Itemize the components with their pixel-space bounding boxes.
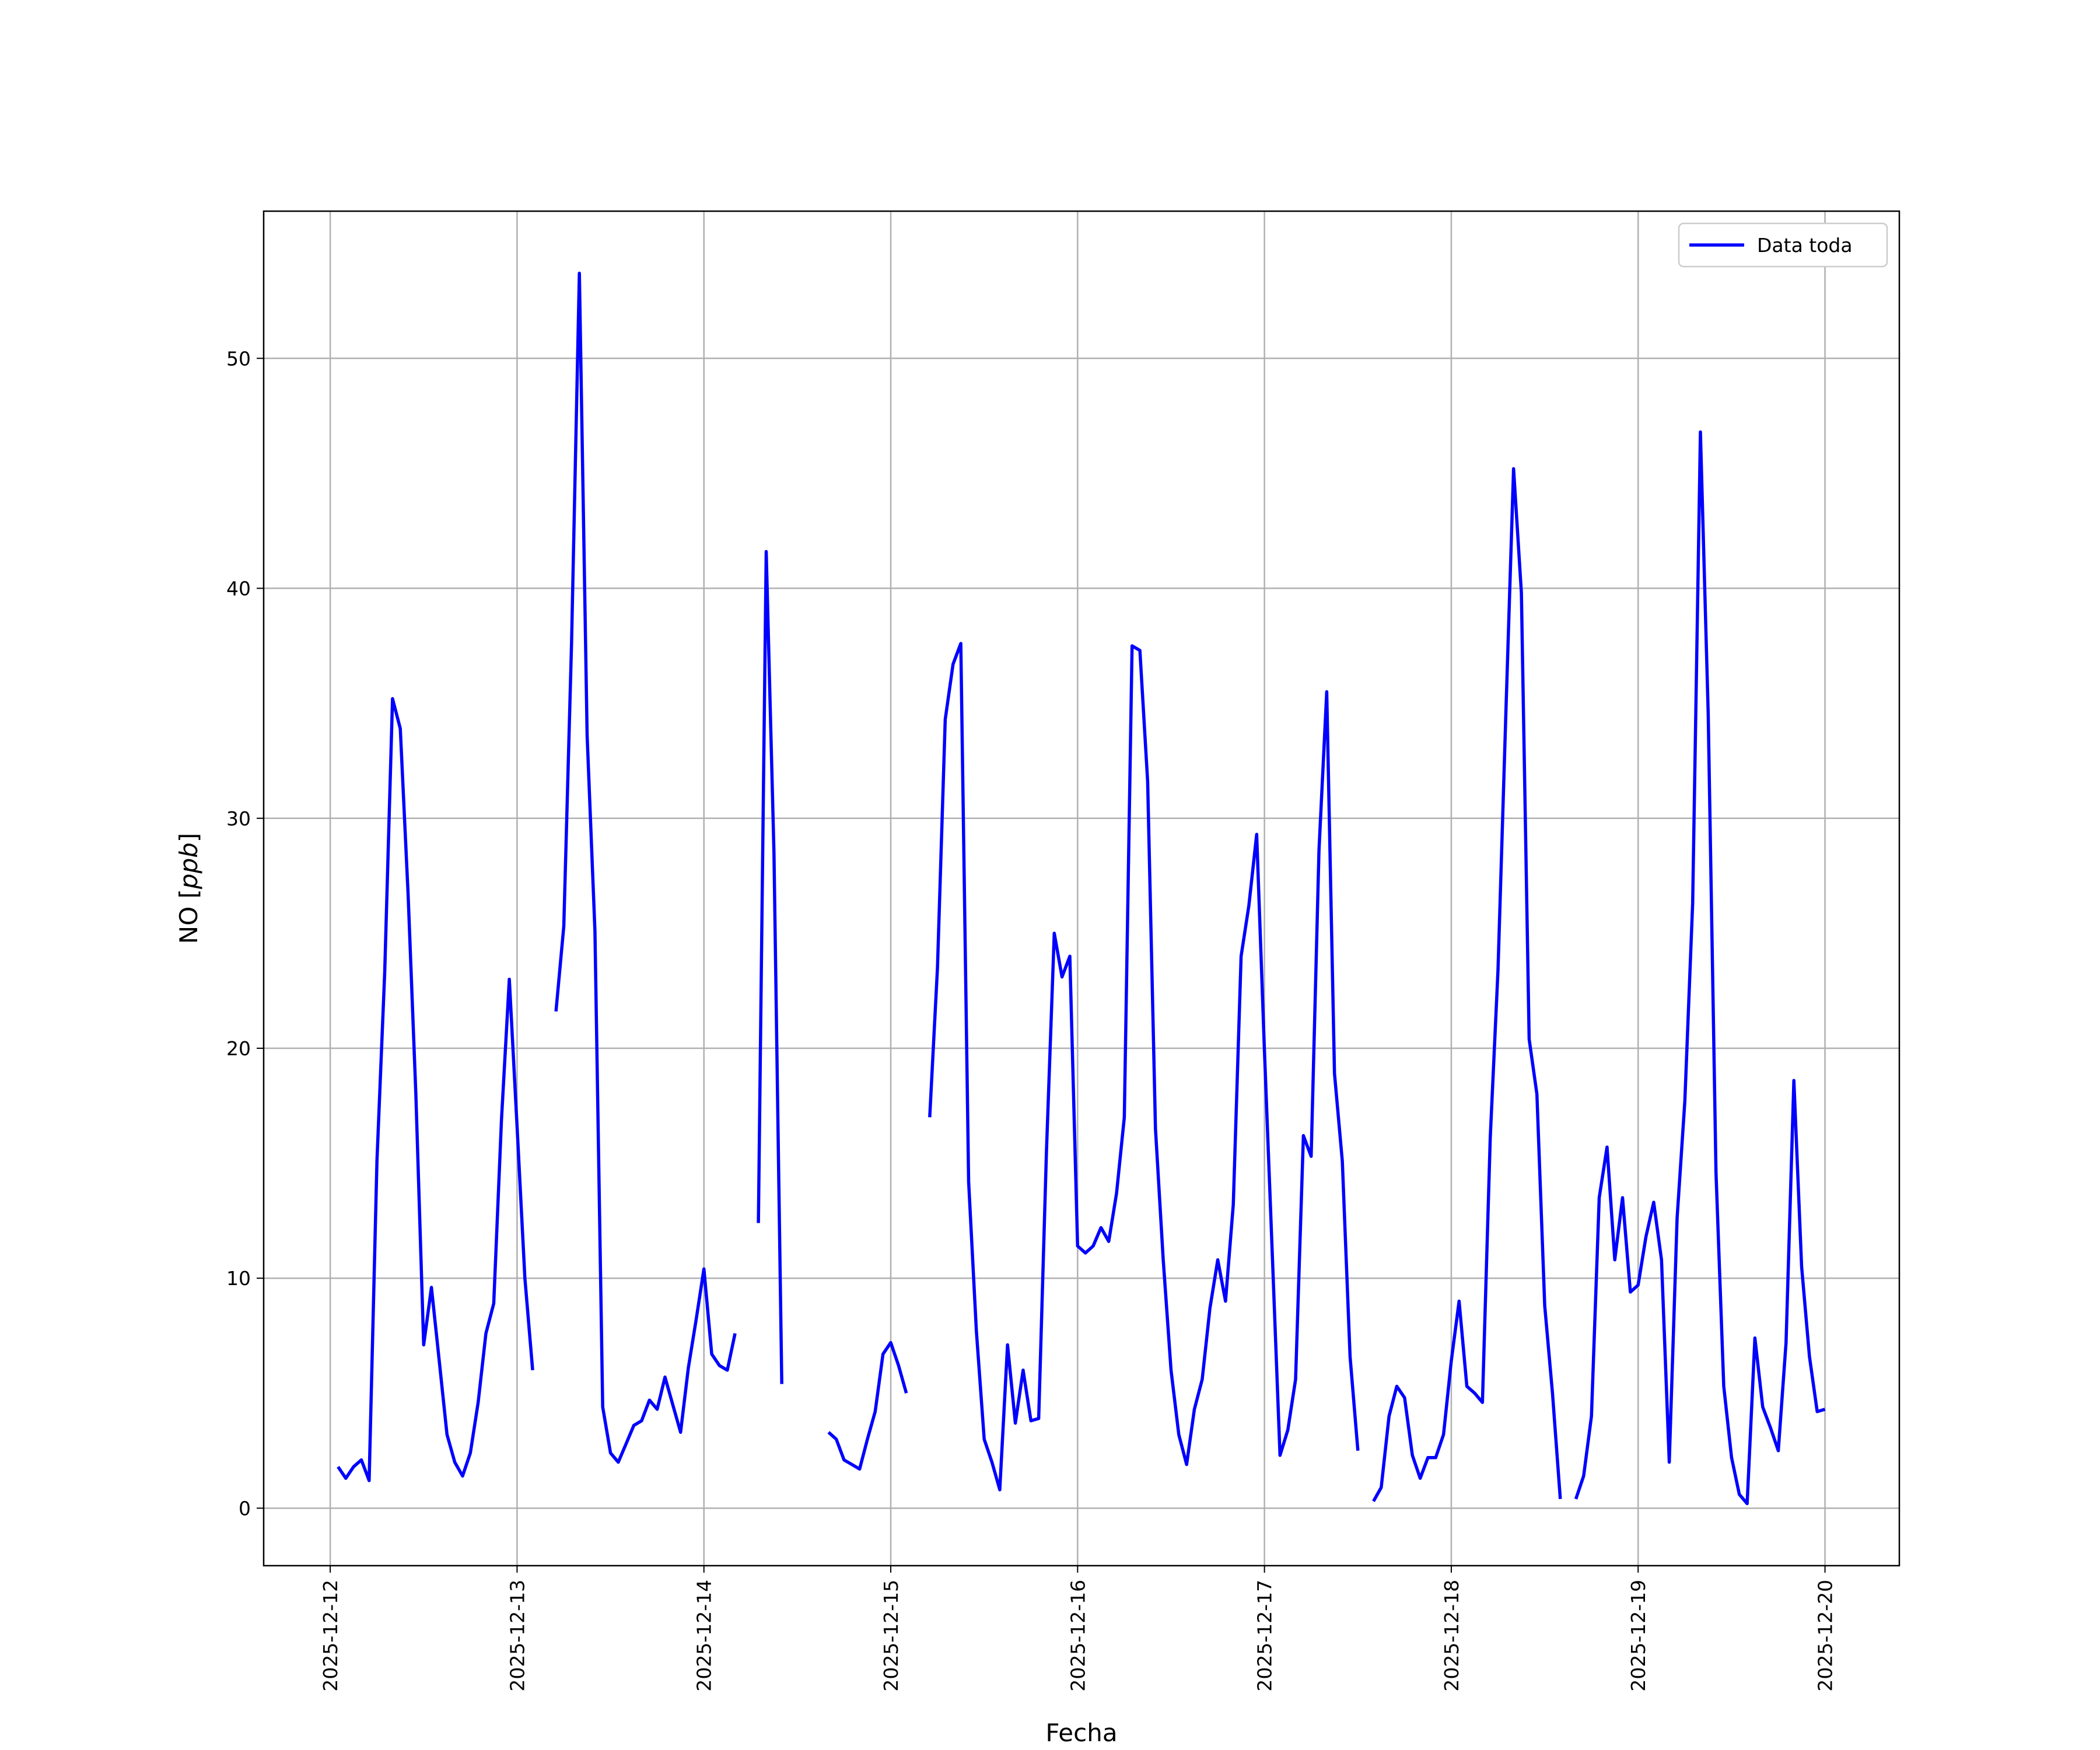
y-tick-label: 50 bbox=[226, 347, 251, 370]
grid bbox=[264, 211, 1899, 1566]
y-tick-label: 40 bbox=[226, 578, 251, 600]
y-axis-label: NO [ppb] bbox=[174, 833, 203, 944]
y-tick-label: 20 bbox=[226, 1037, 251, 1060]
x-tick-label: 2025-12-19 bbox=[1627, 1580, 1650, 1692]
x-tick-label: 2025-12-15 bbox=[880, 1580, 902, 1692]
legend-box bbox=[1678, 222, 1888, 268]
x-tick-label: 2025-12-20 bbox=[1814, 1580, 1837, 1692]
y-tick-label: 30 bbox=[226, 807, 251, 830]
x-tick-label: 2025-12-17 bbox=[1254, 1580, 1276, 1692]
x-axis-ticks: 2025-12-12 2025-12-13 2025-12-14 2025-12-15… bbox=[319, 1566, 1837, 1692]
x-tick-label: 2025-12-14 bbox=[693, 1580, 716, 1692]
axes-frame bbox=[262, 210, 1901, 1567]
legend: Data toda bbox=[1678, 222, 1888, 268]
x-tick-label: 2025-12-12 bbox=[319, 1580, 342, 1692]
x-tick-label: 2025-12-13 bbox=[506, 1580, 528, 1692]
x-tick-label: 2025-12-18 bbox=[1440, 1580, 1463, 1692]
x-axis-label: Fecha bbox=[1045, 1718, 1117, 1747]
series-data-toda bbox=[337, 271, 1826, 1506]
series-line-segment bbox=[827, 1340, 908, 1471]
legend-label: Data toda bbox=[1757, 234, 1853, 257]
y-tick-label: 0 bbox=[239, 1497, 251, 1520]
series-line-segment bbox=[757, 550, 783, 1384]
series-line-segment bbox=[1372, 467, 1562, 1502]
y-tick-label: 10 bbox=[226, 1267, 251, 1290]
series-line-segment bbox=[554, 271, 737, 1464]
series-line-segment bbox=[1574, 430, 1826, 1506]
y-axis-ticks: 0 10 20 30 40 50 bbox=[226, 347, 264, 1520]
x-tick-label: 2025-12-16 bbox=[1066, 1580, 1089, 1692]
series-line-segment bbox=[337, 697, 534, 1482]
series-line-segment bbox=[928, 642, 1360, 1492]
